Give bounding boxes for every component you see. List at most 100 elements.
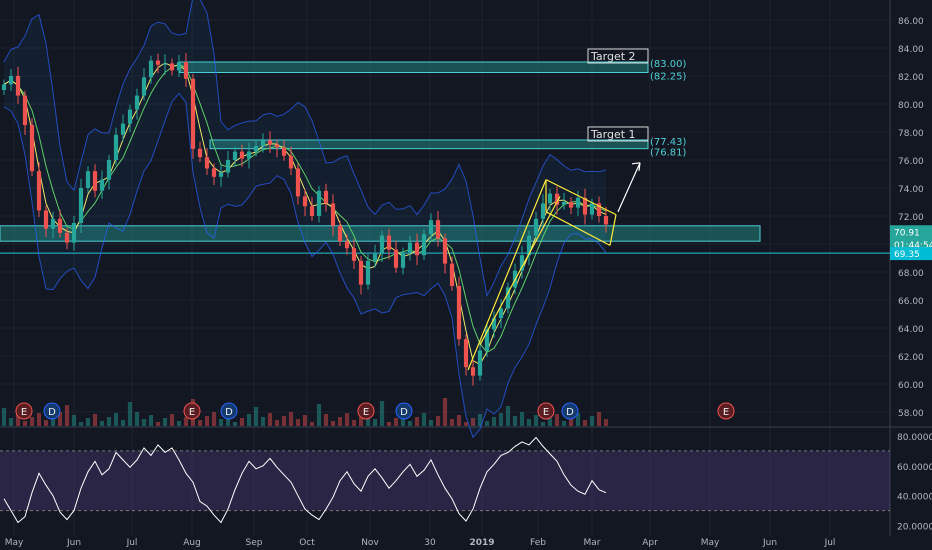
rsi-tick-label: 40.0000 (897, 493, 932, 503)
candle-body (50, 218, 56, 229)
volume-bar (414, 417, 420, 426)
candle-body (393, 249, 399, 268)
volume-bar (603, 419, 609, 426)
candle-body (533, 218, 539, 236)
volume-bar (183, 417, 189, 426)
volume-bar (407, 421, 413, 426)
candle-body (281, 147, 287, 156)
volume-bar (596, 412, 602, 426)
moving-average-line (3, 63, 607, 354)
candle-body (491, 318, 497, 330)
time-tick-label: Aug (183, 538, 201, 548)
volume-bar (267, 413, 273, 426)
price-badge (890, 225, 932, 239)
candle-body (435, 220, 441, 239)
price-tick-label: 72.00 (898, 213, 924, 223)
volume-bar (358, 416, 364, 426)
candle-body (540, 203, 546, 219)
volume-bar (393, 418, 399, 426)
trend-drawings (467, 162, 641, 371)
candle-body (239, 151, 245, 159)
candle-body (379, 235, 385, 254)
volume-bar (435, 416, 441, 426)
price-tick-label: 84.00 (898, 45, 924, 55)
candle-body (484, 329, 490, 351)
price-tick-label: 76.00 (898, 157, 924, 167)
volume-bar (449, 419, 455, 426)
candle-body (365, 260, 371, 285)
candle-body (15, 76, 21, 96)
price-tick-label: 58.00 (898, 409, 924, 419)
volume-bar (337, 417, 343, 426)
candle-body (428, 220, 434, 235)
time-tick-label: Jun (762, 538, 777, 548)
candle-body (253, 146, 259, 152)
candle-body (575, 197, 581, 208)
volume-bar (379, 401, 385, 426)
volume-bar (50, 416, 56, 426)
candle-body (190, 78, 196, 149)
candle-body (596, 203, 602, 216)
time-tick-label: May (5, 538, 24, 548)
candle-body (561, 202, 567, 205)
flag-close-line (609, 214, 617, 246)
volume-bar (141, 419, 147, 426)
candle-body (505, 287, 511, 309)
event-marker-label: E (723, 407, 729, 418)
time-tick-label: Jul (824, 538, 836, 548)
volume-bar (428, 420, 434, 426)
candle-body (204, 157, 210, 169)
bollinger-bands (3, 0, 607, 439)
event-marker-label: D (48, 407, 56, 418)
candle-body (148, 60, 154, 78)
candle-body (477, 350, 483, 376)
candle-body (295, 168, 301, 197)
volume-bar (533, 415, 539, 426)
earnings-marker (183, 402, 201, 420)
volume-bar (176, 421, 182, 426)
candle-body (232, 151, 238, 160)
rsi-band-fill (0, 450, 890, 511)
candlesticks (1, 52, 609, 386)
candle-body (211, 168, 217, 177)
candle-body (316, 190, 322, 216)
volume-bar (106, 417, 112, 426)
candle-body (183, 62, 189, 79)
volume-bar (484, 421, 490, 426)
candle-body (302, 196, 308, 207)
price-tick-label: 78.00 (898, 129, 924, 139)
volume-bar (295, 419, 301, 426)
candle-body (113, 134, 119, 160)
volume-bar (43, 420, 49, 426)
price-badge (890, 247, 932, 261)
volume-bar (78, 422, 84, 426)
event-marker-label: D (400, 407, 408, 418)
candle-body (64, 232, 70, 243)
earnings-marker (717, 402, 735, 420)
volume-bar (15, 414, 21, 426)
breakout-arrow (617, 162, 641, 213)
time-tick-label: Oct (299, 538, 315, 548)
candle-body (547, 193, 553, 204)
price-tick-label: 64.00 (898, 325, 924, 335)
volume-bar (288, 412, 294, 426)
candle-body (99, 179, 105, 191)
volume-bar (127, 402, 133, 426)
volume-bar (22, 421, 28, 426)
volume-bar (512, 416, 518, 426)
event-marker-label: E (21, 407, 27, 418)
zone-low-label: (82.25) (650, 72, 687, 83)
candle-body (141, 77, 147, 96)
price-tick-label: 82.00 (898, 73, 924, 83)
volume-bar (260, 417, 266, 426)
volume-bar (302, 415, 308, 426)
candle-body (470, 367, 476, 376)
volume-bar (8, 418, 14, 426)
candle-body (358, 260, 364, 285)
zone-label: Target 2 (590, 50, 636, 63)
candle-body (498, 308, 504, 319)
price-tick-label: 86.00 (898, 17, 924, 27)
candle-body (309, 206, 315, 216)
volume-bar (1, 408, 7, 426)
